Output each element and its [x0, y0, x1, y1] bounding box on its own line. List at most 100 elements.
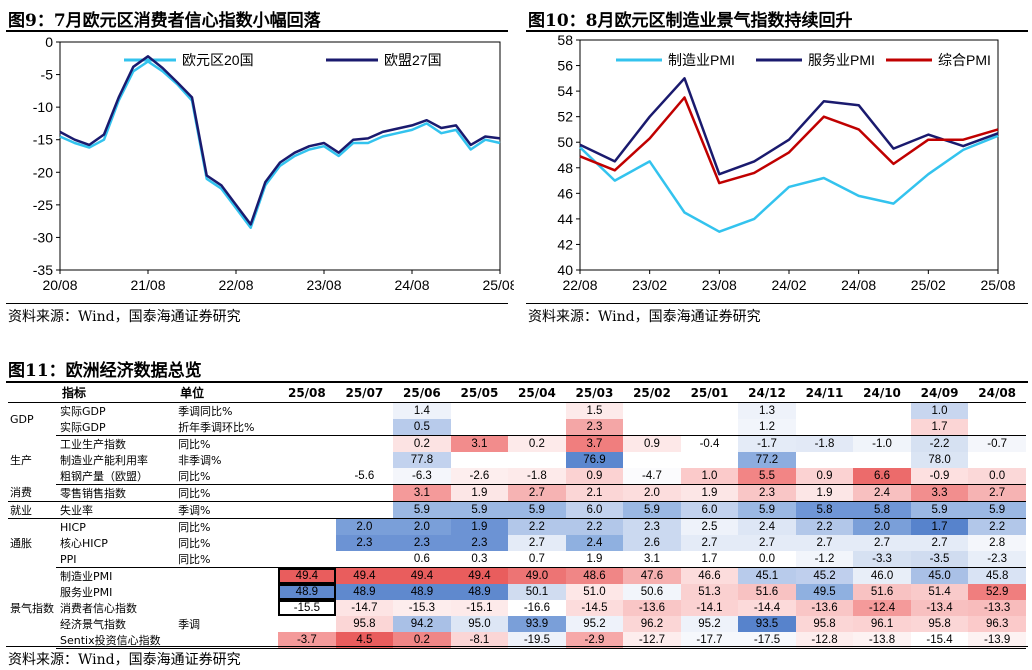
fig9-plot-frame	[59, 41, 501, 271]
value-cell: 48.9	[278, 584, 336, 600]
value-cell: 48.9	[335, 584, 394, 600]
indicator-name: 制造业PMI	[60, 569, 113, 583]
group-label: 就业	[8, 501, 57, 519]
value-cell: 76.9	[565, 452, 624, 468]
indicator-unit: 折年季调环比%	[174, 419, 279, 436]
table-row: 核心HICP 同比% 2.3 2.3 2.3 2.7 2.4 2.6 2.7 2.7 2.7 2.7 2…	[8, 535, 1026, 551]
table-row: 粗钢产量（欧盟） 同比% -5.6 -6.3 -2.6 -1.8 0.9 -4.7 1.0 5.5…	[8, 468, 1026, 485]
indicator-unit	[174, 584, 278, 600]
value-cell	[278, 501, 336, 519]
value-cell: 0.2	[508, 435, 566, 452]
indicator-unit	[174, 568, 278, 585]
value-cell	[623, 419, 681, 436]
table-row: 经济景气指数 季调 95.8 94.2 95.0 93.9 95.2 96.2 95.2 93.5…	[8, 616, 1026, 632]
value-cell: 1.7	[910, 419, 969, 436]
header-period: 24/11	[805, 385, 844, 400]
value-cell	[278, 452, 336, 468]
fig10-source-rule	[526, 303, 1028, 304]
value-cell: 0.6	[393, 551, 451, 568]
value-cell	[680, 419, 739, 436]
fig10-legend-label-2: 服务业PMI	[808, 52, 875, 68]
value-cell	[335, 501, 394, 519]
value-cell: 6.0	[680, 501, 739, 519]
fig10-ytick-label: 44	[557, 211, 573, 227]
value-cell: -1.2	[795, 551, 854, 568]
table-row: 景气指数 制造业PMI 49.4 49.4 49.4 49.4 49.0 48.6 47.6 46…	[8, 567, 1026, 615]
fig9-xtick-label: 22/08	[218, 277, 253, 293]
value-cell: 2.0	[853, 518, 911, 535]
value-cell: -3.3	[853, 551, 911, 568]
value-cell: -0.9	[910, 468, 969, 485]
value-cell: 1.7	[680, 551, 739, 568]
value-cell: -8.1	[450, 632, 509, 649]
value-cell: 1.9	[450, 518, 509, 535]
header-period: 25/04	[518, 385, 556, 400]
value-cell	[508, 452, 566, 468]
value-cell: 2.5	[680, 518, 739, 535]
indicator-name: 粗钢产量（欧盟）	[56, 468, 175, 485]
value-cell	[278, 436, 336, 453]
value-cell	[336, 436, 394, 453]
value-cell: 2.7	[795, 535, 854, 551]
value-cell: 3.1	[623, 551, 681, 568]
value-cell: 5.9	[910, 501, 969, 519]
value-cell: 95.0	[450, 616, 509, 632]
value-cell: 2.4	[565, 535, 624, 551]
fig10-ytick-label: 50	[557, 134, 573, 150]
value-cell	[623, 403, 681, 420]
value-cell: 2.6	[623, 535, 681, 551]
value-cell	[853, 403, 911, 420]
fig10-ytick-label: 52	[557, 109, 573, 125]
header-period: 25/02	[633, 385, 671, 400]
value-cell: -12.7	[623, 632, 681, 649]
value-cell	[450, 419, 509, 436]
indicator-name: 实际GDP	[56, 419, 175, 436]
value-cell: 2.2	[508, 518, 566, 535]
group-label: 景气指数	[10, 601, 54, 615]
fig10-ytick-label: 48	[557, 160, 573, 176]
value-cell: 2.2	[795, 518, 854, 535]
value-cell: -12.8	[795, 632, 854, 649]
value-cell: 93.9	[508, 616, 566, 632]
value-cell: -13.8	[853, 632, 911, 649]
value-cell: -19.5	[508, 632, 566, 649]
value-cell: 1.0	[910, 402, 969, 419]
fig11-title-rule	[6, 381, 1028, 383]
value-cell: 6.0	[565, 501, 624, 519]
value-cell	[336, 452, 394, 468]
table-row: 消费者信心指数 -15.5 -14.7 -15.3 -15.1 -16.6 -14.5 -13…	[8, 600, 1026, 616]
value-cell: 3.7	[565, 435, 624, 452]
value-cell: 49.4	[393, 567, 451, 584]
fig10-xtick-label: 22/08	[562, 277, 597, 293]
value-cell: -15.1	[450, 600, 509, 616]
value-cell: 2.7	[910, 535, 969, 551]
value-cell: -13.6	[623, 600, 681, 616]
fig10-title: 图10：8月欧元区制造业景气指数持续回升	[528, 11, 853, 31]
value-cell: -14.4	[738, 600, 796, 616]
fig9-legend-label-1: 欧元区20国	[182, 52, 254, 68]
table-row: 生产 工业生产指数 同比% 0.2 3.1 0.2 3.7 0.9 -0.4 -1.7 -1.8 -1…	[8, 435, 1026, 467]
value-cell: 49.4	[335, 567, 394, 584]
value-cell: -15.5	[278, 600, 336, 616]
value-cell	[335, 551, 394, 568]
header-blank	[8, 384, 56, 403]
indicator-unit: 季调	[178, 617, 201, 631]
header-period: 24/12	[748, 385, 786, 400]
value-cell	[278, 616, 336, 632]
header-period: 25/01	[690, 385, 729, 400]
indicator-unit: 同比%	[178, 536, 211, 550]
indicator-name: 经济景气指数	[60, 617, 127, 631]
fig9-series-line-1	[59, 60, 501, 229]
indicator-name: 核心HICP	[60, 536, 108, 550]
value-cell	[508, 403, 566, 420]
value-cell: 96.2	[623, 616, 681, 632]
value-cell: 2.7	[853, 535, 911, 551]
value-cell: 4.5	[335, 632, 394, 649]
header-period: 24/10	[863, 385, 901, 400]
value-cell	[278, 403, 336, 420]
value-cell: 2.7	[508, 535, 566, 551]
value-cell: 45.2	[795, 567, 854, 584]
value-cell: 51.0	[565, 584, 624, 600]
value-cell: 2.3	[450, 535, 509, 551]
value-cell	[278, 468, 336, 485]
